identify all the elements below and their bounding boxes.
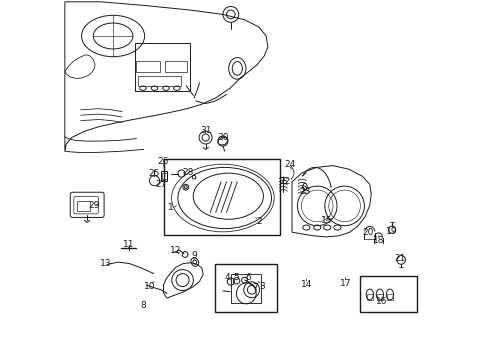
Text: 16: 16 [375,297,387,306]
Text: 31: 31 [200,126,211,135]
Text: 21: 21 [393,254,405,263]
Text: 18: 18 [372,236,384,245]
Bar [163,159,279,235]
Text: 4: 4 [224,274,229,282]
Text: 28: 28 [182,168,193,177]
Text: 25: 25 [148,169,159,178]
Text: 2: 2 [256,217,261,226]
Text: 6: 6 [244,274,250,282]
Bar [359,276,416,312]
Bar [376,294,382,300]
Text: 13: 13 [100,259,111,268]
Text: 5: 5 [233,274,239,282]
Text: 17: 17 [340,279,351,288]
Bar [366,294,372,300]
Text: 10: 10 [144,282,156,291]
Text: 22: 22 [279,177,290,186]
Text: 23: 23 [299,187,310,196]
Text: 26: 26 [158,157,169,166]
Bar [136,61,160,72]
Bar [230,274,261,303]
Text: 3: 3 [258,282,264,291]
Text: 24: 24 [284,161,295,169]
Bar [138,76,181,86]
Bar [386,294,392,300]
Text: 1: 1 [167,202,173,211]
Text: 14: 14 [300,280,311,289]
Bar [162,173,166,179]
Text: 19: 19 [385,227,396,236]
Text: 27: 27 [155,180,166,189]
Text: 11: 11 [122,240,134,248]
Bar [161,171,167,181]
Bar [215,264,276,312]
Bar [134,43,190,91]
Text: 29: 29 [88,202,100,210]
Bar [164,61,186,72]
Text: 20: 20 [361,228,372,237]
Text: 7: 7 [252,284,258,292]
Bar [77,201,89,211]
Text: 9: 9 [191,251,197,260]
Text: 8: 8 [140,301,145,310]
Text: 12: 12 [169,246,181,255]
Text: 15: 15 [320,216,332,225]
Text: 30: 30 [217,133,228,142]
